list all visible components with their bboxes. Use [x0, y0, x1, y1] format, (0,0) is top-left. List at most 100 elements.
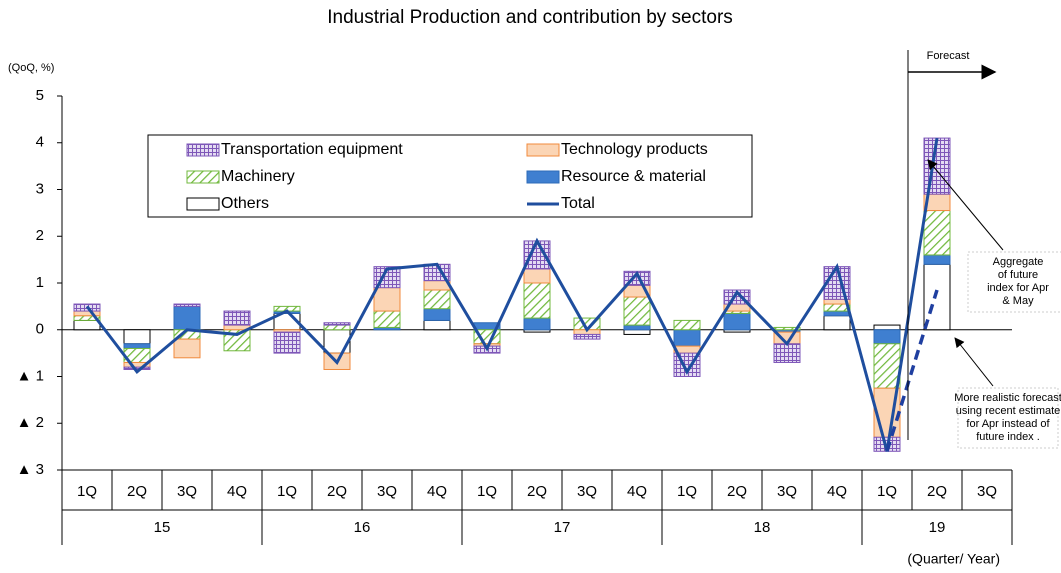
- y-tick-label: ▲ 3: [17, 461, 44, 478]
- y-tick-label: 0: [36, 321, 44, 338]
- bar-segment: [673, 319, 701, 331]
- bar-segment: [873, 329, 901, 345]
- annotation: Aggregate: [993, 256, 1044, 268]
- bar-segment: [373, 287, 401, 312]
- bar-segment: [623, 329, 651, 335]
- x-tick-label: 3Q: [977, 483, 997, 500]
- x-group-label: 17: [554, 519, 571, 536]
- bar-segment: [523, 317, 551, 331]
- bar-segment: [623, 324, 651, 331]
- legend-label: Others: [221, 195, 269, 212]
- bar-segment: [273, 331, 301, 354]
- bar-segment: [423, 319, 451, 331]
- bar-segment: [323, 322, 351, 326]
- x-tick-label: 4Q: [427, 483, 447, 500]
- x-group-label: 19: [929, 519, 946, 536]
- bar-segment: [873, 324, 901, 331]
- annotation: & May: [1002, 295, 1034, 307]
- x-tick-label: 1Q: [77, 483, 97, 500]
- legend-box: [147, 134, 753, 218]
- legend-swatch: [186, 143, 220, 157]
- legend-swatch: [526, 170, 560, 184]
- legend-label: Total: [561, 195, 595, 212]
- x-tick-label: 1Q: [677, 483, 697, 500]
- x-tick-label: 4Q: [827, 483, 847, 500]
- bar-segment: [173, 305, 201, 331]
- bar-segment: [123, 343, 151, 349]
- x-axis-label: (Quarter/ Year): [907, 551, 1000, 567]
- legend-label: Machinery: [221, 168, 295, 185]
- bar-segment: [573, 333, 601, 340]
- x-tick-label: 3Q: [577, 483, 597, 500]
- annotation: of future: [998, 269, 1038, 281]
- x-tick-label: 2Q: [327, 483, 347, 500]
- bar-segment: [923, 263, 951, 331]
- bar-segment: [823, 315, 851, 331]
- line: [85, 137, 939, 452]
- x-tick-label: 3Q: [377, 483, 397, 500]
- bar-segment: [123, 366, 151, 370]
- y-tick-label: 4: [36, 134, 44, 151]
- bar-segment: [523, 282, 551, 319]
- bar-segment: [73, 310, 101, 317]
- x-tick-label: 2Q: [127, 483, 147, 500]
- legend-label: Transportation equipment: [221, 141, 403, 158]
- y-tick-label: 1: [36, 274, 44, 291]
- legend-swatch: [186, 170, 220, 184]
- legend-label: Technology products: [561, 141, 708, 158]
- x-tick-label: 2Q: [527, 483, 547, 500]
- bar-segment: [523, 268, 551, 284]
- bar-segment: [923, 210, 951, 256]
- bar-segment: [423, 308, 451, 321]
- bar-segment: [623, 296, 651, 326]
- bar-segment: [423, 289, 451, 310]
- bar-segment: [323, 329, 351, 354]
- x-tick-label: 1Q: [477, 483, 497, 500]
- annotation: for Apr instead of: [966, 418, 1050, 430]
- x-tick-label: 3Q: [777, 483, 797, 500]
- x-tick-label: 4Q: [227, 483, 247, 500]
- bar-segment: [873, 343, 901, 389]
- y-tick-label: 5: [36, 87, 44, 104]
- x-tick-label: 4Q: [627, 483, 647, 500]
- annotation: using recent estimate: [956, 405, 1061, 417]
- bar-segment: [73, 319, 101, 331]
- y-tick-label: 2: [36, 227, 44, 244]
- x-tick-label: 1Q: [277, 483, 297, 500]
- bar-segment: [373, 310, 401, 328]
- line: [885, 289, 939, 452]
- bar-segment: [773, 343, 801, 363]
- x-group-label: 16: [354, 519, 371, 536]
- bar-segment: [673, 329, 701, 347]
- bar-segment: [173, 338, 201, 359]
- chart-title: Industrial Production and contribution b…: [327, 7, 733, 28]
- forecast-label: Forecast: [927, 50, 970, 62]
- y-unit-label: (QoQ, %): [8, 62, 54, 74]
- annotation: future index .: [976, 431, 1040, 443]
- bar-segment: [923, 254, 951, 265]
- note-box: [967, 251, 1061, 313]
- annotation-arrow: [927, 159, 1004, 251]
- x-tick-label: 3Q: [177, 483, 197, 500]
- y-tick-label: ▲ 2: [17, 414, 44, 431]
- bar-segment: [323, 324, 351, 331]
- y-tick-label: ▲ 1: [17, 367, 44, 384]
- x-tick-label: 2Q: [727, 483, 747, 500]
- y-tick-label: 3: [36, 180, 44, 197]
- legend-label: Resource & material: [561, 168, 706, 185]
- bar-segment: [173, 303, 201, 307]
- legend-swatch: [526, 143, 560, 157]
- legend-swatch: [186, 197, 220, 211]
- bar-segment: [823, 310, 851, 317]
- bar-segment: [123, 329, 151, 345]
- annotation-arrow: [954, 337, 994, 387]
- note-box: [957, 387, 1059, 449]
- bar-segment: [223, 310, 251, 326]
- x-group-label: 15: [154, 519, 171, 536]
- annotation: More realistic forecast: [954, 392, 1061, 404]
- annotation: index for Apr: [987, 282, 1049, 294]
- x-tick-label: 2Q: [927, 483, 947, 500]
- x-tick-label: 1Q: [877, 483, 897, 500]
- bar-segment: [723, 312, 751, 331]
